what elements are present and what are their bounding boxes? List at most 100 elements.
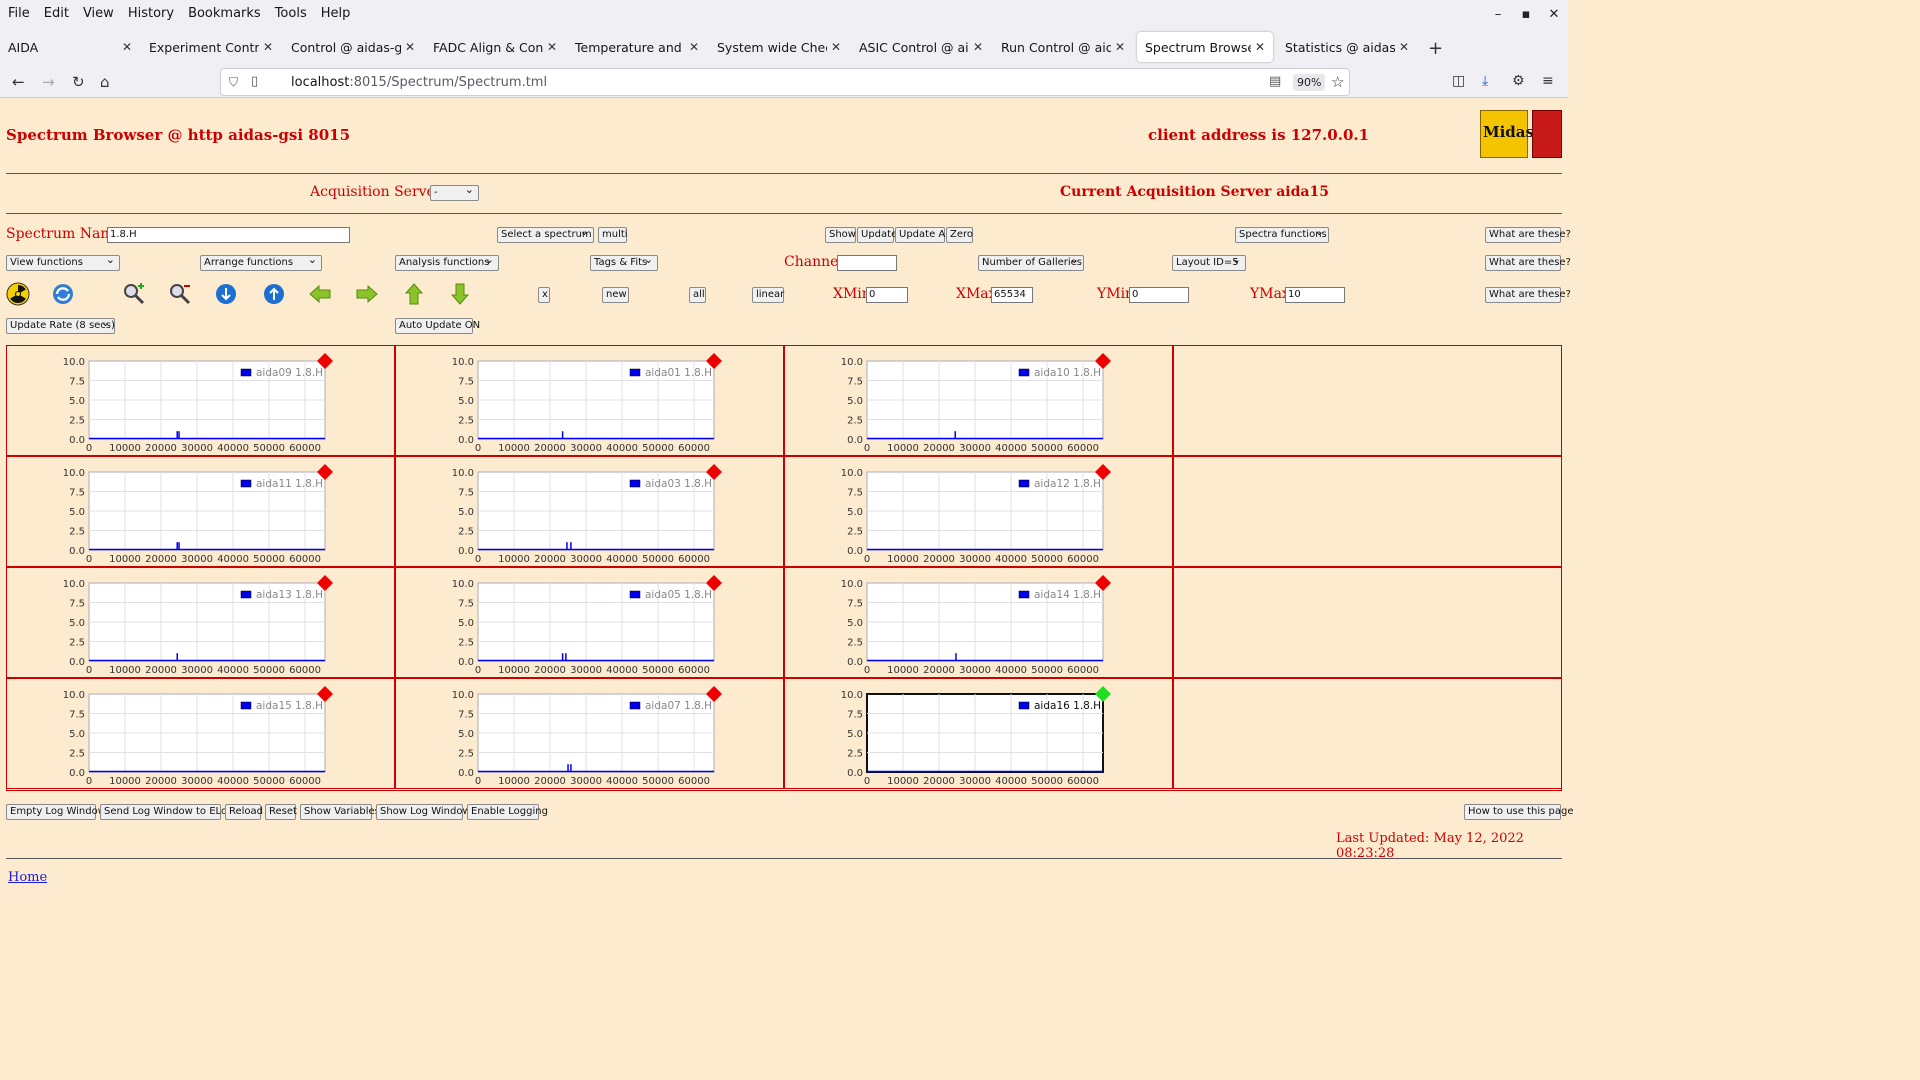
tab-close-icon[interactable]: ✕ — [404, 40, 415, 54]
tab-close-icon[interactable]: ✕ — [972, 40, 983, 54]
menu-edit[interactable]: Edit — [43, 5, 69, 21]
show-variables-button[interactable]: Show Variables — [300, 804, 380, 820]
url-text[interactable]: localhost:8015/Spectrum/Spectrum.tml — [291, 75, 548, 90]
shield-icon[interactable]: ⛉ — [229, 75, 239, 89]
zero-button[interactable]: Zero — [946, 227, 973, 243]
extensions-icon[interactable]: ⚙ — [1512, 73, 1525, 89]
spectrum-chart[interactable]: 0 10000 20000 30000 40000 50000 60000 0.0 2.5 5.0… — [785, 346, 1174, 457]
browser-tab[interactable]: FADC Align & Control✕ — [425, 32, 565, 62]
browser-tab[interactable]: System wide Checks✕ — [709, 32, 849, 62]
radiation-icon[interactable] — [6, 282, 30, 306]
zoom-in-icon[interactable] — [122, 282, 146, 306]
ymax-input[interactable]: 10 — [1285, 287, 1345, 303]
menu-tools[interactable]: Tools — [274, 5, 307, 21]
all-button[interactable]: all — [689, 287, 706, 303]
tab-close-icon[interactable]: ✕ — [262, 40, 273, 54]
what-are-these-button-2[interactable]: What are these? — [1485, 255, 1571, 271]
zoom-level[interactable]: 90% — [1293, 74, 1326, 91]
browser-tab[interactable]: Experiment Control @✕ — [141, 32, 281, 62]
reload-icon[interactable]: ↻ — [72, 73, 85, 91]
view-functions-dropdown[interactable]: View functions — [6, 253, 120, 271]
maximize-icon[interactable]: ▪ — [1521, 6, 1531, 22]
hamburger-menu-icon[interactable]: ≡ — [1542, 73, 1554, 89]
tags-fits-dropdown[interactable]: Tags & Fits — [590, 253, 658, 271]
zoom-out-icon[interactable] — [168, 282, 192, 306]
arrow-left-icon[interactable] — [308, 282, 332, 306]
browser-tab[interactable]: AIDA ✕ — [0, 32, 140, 62]
arrow-right-icon[interactable] — [355, 282, 379, 306]
new-tab-icon[interactable]: + — [1428, 38, 1444, 59]
spectrum-chart[interactable]: 0 10000 20000 30000 40000 50000 60000 0.0 2.5 5.0… — [396, 346, 785, 457]
how-to-use-button[interactable]: How to use this page — [1464, 804, 1574, 820]
update-all-button[interactable]: Update All — [895, 227, 951, 243]
analysis-functions-dropdown[interactable]: Analysis functions — [395, 253, 499, 271]
browser-tab[interactable]: Run Control @ aidas-✕ — [993, 32, 1133, 62]
pocket-icon[interactable]: ◫ — [1452, 73, 1466, 89]
update-button[interactable]: Update — [857, 227, 897, 243]
tab-close-icon[interactable]: ✕ — [830, 40, 841, 54]
show-button[interactable]: Show — [825, 227, 856, 243]
x-button[interactable]: x — [538, 287, 550, 303]
auto-update-button[interactable]: Auto Update ON — [395, 318, 480, 334]
spectrum-chart[interactable]: 0 10000 20000 30000 40000 50000 60000 0.0 2.5 5.0… — [396, 457, 785, 568]
tab-close-icon[interactable]: ✕ — [1114, 40, 1125, 54]
browser-tab[interactable]: Statistics @ aidas-gsi✕ — [1277, 32, 1417, 62]
what-are-these-button-1[interactable]: What are these? — [1485, 227, 1571, 243]
show-log-window-button[interactable]: Show Log Window — [376, 804, 471, 820]
send-log-to-elog-button[interactable]: Send Log Window to ELog — [100, 804, 233, 820]
new-button[interactable]: new — [602, 287, 629, 303]
menu-bookmarks[interactable]: Bookmarks — [188, 5, 261, 21]
tab-close-icon[interactable]: ✕ — [121, 40, 132, 54]
expand-up-icon[interactable] — [262, 282, 286, 306]
empty-log-window-button[interactable]: Empty Log Window — [6, 804, 106, 820]
tab-close-icon[interactable]: ✕ — [1398, 40, 1409, 54]
bookmark-star-icon[interactable]: ☆ — [1331, 73, 1345, 91]
refresh-icon[interactable] — [51, 282, 75, 306]
spectrum-chart[interactable]: 0 10000 20000 30000 40000 50000 60000 0.0 2.5 5.0… — [7, 568, 396, 679]
reload-button[interactable]: Reload — [225, 804, 263, 820]
menu-history[interactable]: History — [127, 5, 175, 21]
close-window-icon[interactable]: ✕ — [1548, 6, 1560, 22]
menu-help[interactable]: Help — [320, 5, 351, 21]
number-of-galleries-dropdown[interactable]: Number of Galleries — [978, 253, 1084, 271]
select-spectrum-dropdown[interactable]: Select a spectrum — [497, 225, 594, 243]
back-icon[interactable]: ← — [12, 73, 25, 91]
xmax-input[interactable]: 65534 — [991, 287, 1033, 303]
home-link[interactable]: Home — [8, 870, 48, 885]
spectrum-chart[interactable]: 0 10000 20000 30000 40000 50000 60000 0.0 2.5 5.0… — [7, 457, 396, 568]
tab-close-icon[interactable]: ✕ — [546, 40, 557, 54]
downloads-icon[interactable]: ⤓ — [1482, 73, 1489, 89]
spectrum-chart[interactable]: 0 10000 20000 30000 40000 50000 60000 0.0 2.5 5.0… — [7, 346, 396, 457]
expand-down-icon[interactable] — [214, 282, 238, 306]
spectrum-chart[interactable]: 0 10000 20000 30000 40000 50000 60000 0.0 2.5 5.0… — [785, 568, 1174, 679]
spectra-functions-dropdown[interactable]: Spectra functions — [1235, 225, 1329, 243]
arrow-up-icon[interactable] — [402, 282, 426, 306]
menu-view[interactable]: View — [82, 5, 114, 21]
multi-button[interactable]: multi — [598, 227, 628, 243]
spectrum-chart[interactable]: 0 10000 20000 30000 40000 50000 60000 0.0 2.5 5.0… — [396, 568, 785, 679]
tab-close-icon[interactable]: ✕ — [688, 40, 699, 54]
tab-close-icon[interactable]: ✕ — [1254, 40, 1265, 54]
xmin-input[interactable]: 0 — [866, 287, 908, 303]
acquisition-server-select[interactable]: - — [430, 183, 479, 201]
spectrum-chart[interactable]: 0 10000 20000 30000 40000 50000 60000 0.0 2.5 5.0… — [785, 457, 1174, 568]
enable-logging-button[interactable]: Enable Logging — [467, 804, 548, 820]
update-rate-dropdown[interactable]: Update Rate (8 secs) — [6, 316, 115, 334]
url-bar[interactable]: ⛉ ▯ localhost:8015/Spectrum/Spectrum.tml… — [220, 68, 1350, 96]
spectrum-chart[interactable]: 0 10000 20000 30000 40000 50000 60000 0.0 2.5 5.0… — [396, 679, 785, 790]
browser-tab[interactable]: ASIC Control @ aidas✕ — [851, 32, 991, 62]
layout-id-dropdown[interactable]: Layout ID=5 — [1172, 253, 1246, 271]
browser-tab[interactable]: Spectrum Browser @✕ — [1137, 32, 1273, 62]
arrange-functions-dropdown[interactable]: Arrange functions — [200, 253, 322, 271]
spectrum-chart[interactable]: 0 10000 20000 30000 40000 50000 60000 0.0 2.5 5.0… — [7, 679, 396, 790]
linear-button[interactable]: linear — [752, 287, 784, 303]
what-are-these-button-3[interactable]: What are these? — [1485, 287, 1571, 303]
spectrum-chart[interactable]: 0 10000 20000 30000 40000 50000 60000 0.0 2.5 5.0… — [785, 679, 1174, 790]
minimize-icon[interactable]: – — [1494, 6, 1502, 22]
ymin-input[interactable]: 0 — [1129, 287, 1189, 303]
home-icon[interactable]: ⌂ — [100, 73, 110, 91]
reader-view-icon[interactable]: ▤ — [1269, 74, 1282, 89]
reset-button[interactable]: Reset — [265, 804, 297, 820]
channel-input[interactable] — [837, 255, 897, 271]
menu-file[interactable]: File — [8, 5, 30, 21]
